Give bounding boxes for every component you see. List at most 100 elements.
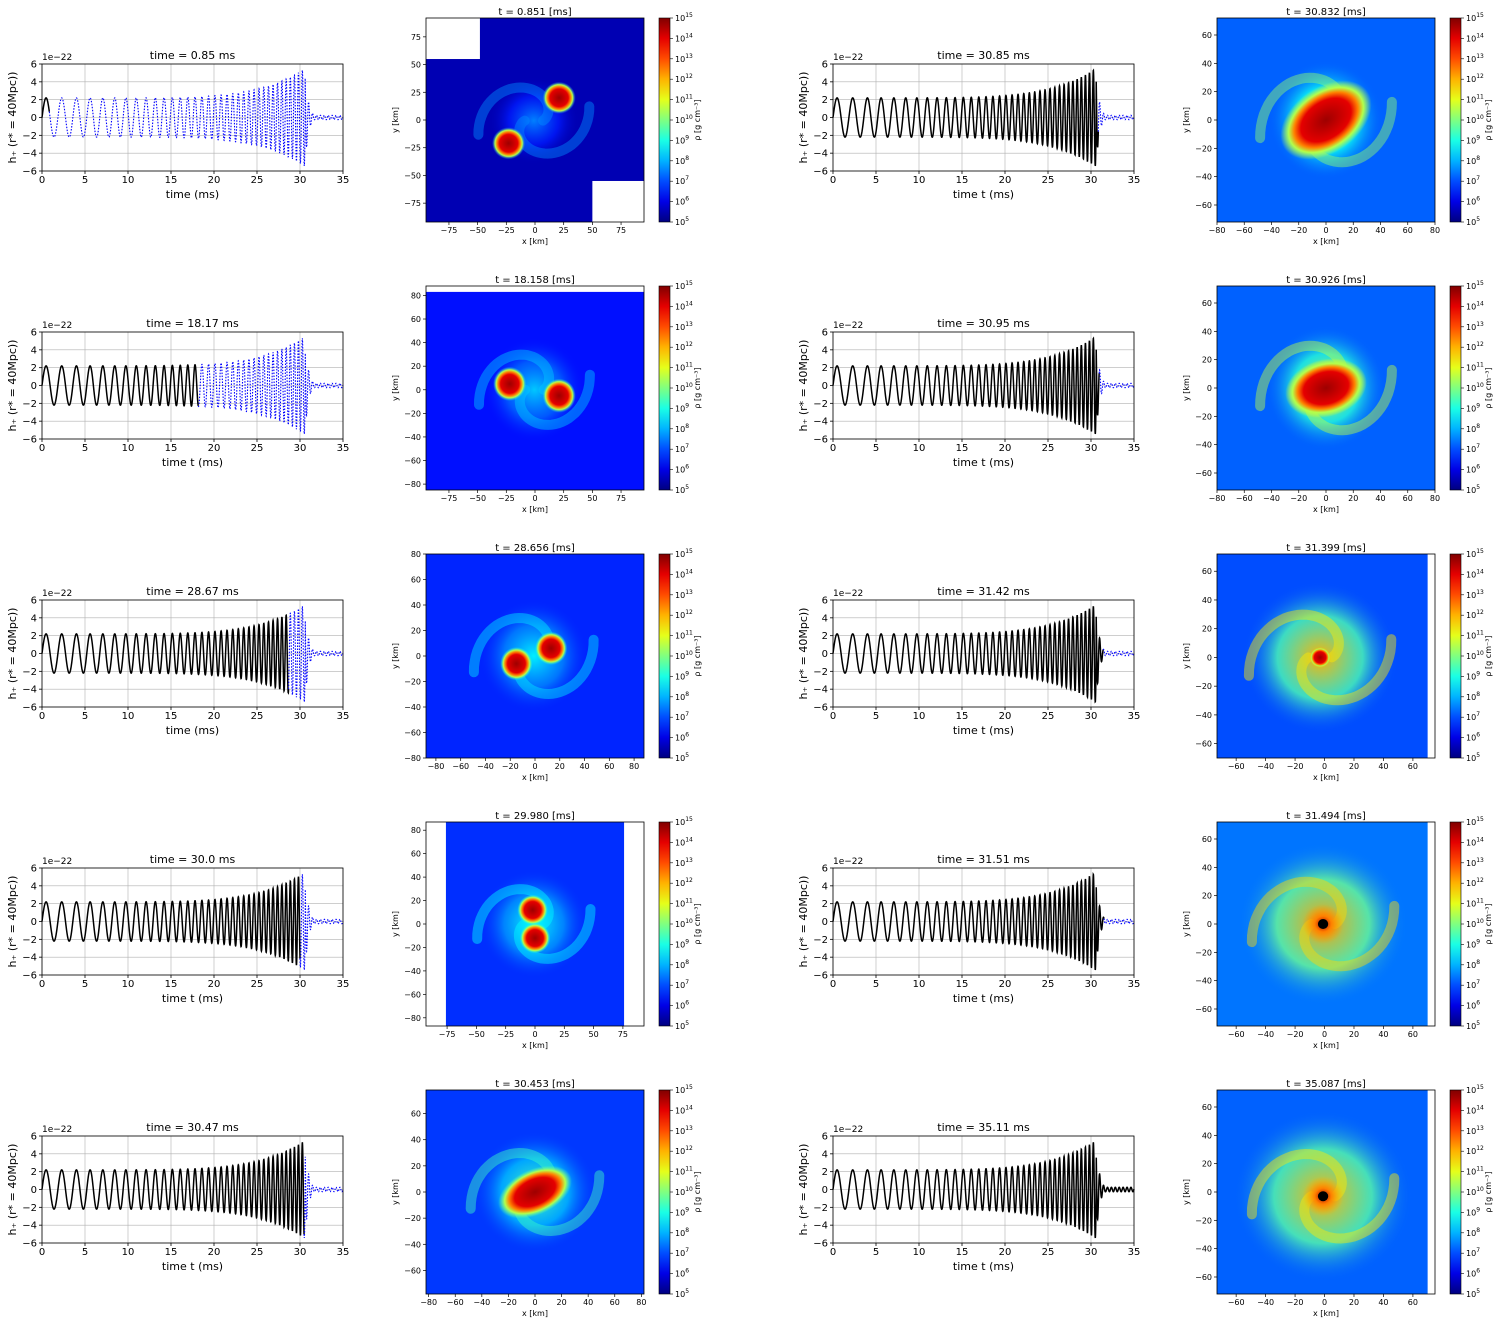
density-blank-region: [592, 180, 644, 222]
density-ytick-label: −60: [404, 729, 421, 738]
colorbar-tick-label: 1013: [1466, 53, 1484, 64]
density-xtick-label: −50: [468, 1030, 485, 1039]
density-xtick-label: −80: [427, 762, 444, 771]
strain-ylabel: h₊ (r* = 40Mpc)): [797, 72, 810, 164]
strain-ytick-label: 4: [822, 1149, 828, 1160]
colorbar-label: ρ [g cm⁻³]: [1484, 1171, 1493, 1212]
density-title: t = 31.494 [ms]: [1286, 811, 1366, 822]
colorbar-tick-label: 107: [675, 979, 689, 990]
density-xtick-label: −20: [502, 762, 519, 771]
density-ytick-label: 25: [411, 88, 421, 97]
density-body-star: [542, 81, 576, 114]
strain-offset-text: 1e−22: [42, 589, 72, 599]
density-spiral-arm: [473, 82, 554, 140]
density-image: [1217, 18, 1435, 222]
colorbar-tick-label: 109: [1466, 1206, 1480, 1217]
colorbar-tick-label: 109: [675, 402, 689, 413]
density-panel-r3c2-density: −80 −60 −40 −20 0 20 40 60 80 −80 −60 −40 −20 0 20 40 60…: [391, 543, 702, 782]
colorbar-tick-label: 108: [1466, 691, 1480, 702]
density-title: t = 28.656 [ms]: [495, 543, 575, 554]
colorbar-tick-label: 1014: [1466, 300, 1484, 311]
density-ytick-label: −80: [404, 754, 421, 763]
density-ytick-label: 60: [411, 850, 421, 859]
density-xtick-label: 75: [616, 494, 626, 503]
colorbar-tick-label: 107: [1466, 1247, 1480, 1258]
density-xtick-label: −40: [473, 1298, 490, 1307]
density-panel-r2c4-density: −80 −60 −40 −20 0 20 40 60 80 −60 −40 −20 0 20 40 60 t =…: [1182, 275, 1493, 514]
density-ytick-label: −40: [1195, 441, 1212, 450]
strain-ytick-label: 4: [822, 345, 828, 356]
strain-xtick-label: 5: [873, 979, 879, 990]
density-xtick-label: −40: [1263, 494, 1280, 503]
colorbar-label: ρ [g cm⁻³]: [1484, 903, 1493, 944]
strain-ytick-label: −2: [22, 131, 37, 142]
strain-ytick-label: −2: [22, 399, 37, 410]
density-ylabel: y [km]: [391, 911, 400, 937]
strain-xtick-label: 30: [294, 175, 307, 186]
strain-xtick-label: 35: [337, 1247, 350, 1258]
density-image: [426, 286, 644, 490]
strain-ytick-label: 6: [822, 328, 828, 339]
density-xtick-label: 80: [629, 762, 639, 771]
colorbar-bar: [658, 821, 671, 1027]
colorbar-tick-label: 108: [1466, 155, 1480, 166]
colorbar-label: ρ [g cm⁻³]: [693, 367, 702, 408]
strain-xtick-label: 5: [82, 711, 88, 722]
strain-ytick-label: −4: [813, 1221, 828, 1232]
strain-ytick-label: −2: [813, 131, 828, 142]
strain-ytick-label: 6: [822, 60, 828, 71]
density-ytick-label: 80: [411, 550, 421, 559]
strain-xtick-label: 25: [251, 711, 264, 722]
density-title: t = 30.453 [ms]: [495, 1079, 575, 1090]
density-xtick-label: −75: [441, 494, 458, 503]
strain-panel-r4c1-wave: 0 5 10 15 20 25 30 35 −6 −4 −2 0 2 4 6 1e−22 time = 30.0…: [6, 853, 349, 1005]
density-xtick-label: 20: [1348, 494, 1358, 503]
colorbar-tick-label: 106: [1466, 1000, 1480, 1011]
neutron-star-star: [519, 922, 551, 954]
density-colorbar: 105 106 107 108 109 1010 1011 1012 1013 1014 1015 ρ…: [658, 548, 702, 763]
density-body-star: [542, 378, 576, 413]
density-xlabel: x [km]: [1313, 773, 1339, 782]
colorbar-tick-label: 1010: [1466, 114, 1484, 125]
strain-series-past: [41, 363, 199, 407]
density-ytick-label: 60: [1202, 835, 1212, 844]
density-body-merged: [498, 1165, 572, 1219]
strain-xtick-label: 5: [873, 443, 879, 454]
strain-title: time = 31.42 ms: [937, 585, 1030, 598]
density-blank-region: [624, 822, 644, 1026]
strain-ytick-label: −2: [813, 667, 828, 678]
density-ytick-label: −25: [404, 144, 421, 153]
strain-panel-r2c3-wave: 0 5 10 15 20 25 30 35 −6 −4 −2 0 2 4 6 1e−22 time = 30.9…: [797, 317, 1140, 469]
density-blank-region: [1427, 1090, 1435, 1294]
strain-offset-text: 1e−22: [42, 53, 72, 63]
density-ytick-label: 0: [1207, 1188, 1212, 1197]
strain-ytick-label: −6: [813, 971, 828, 982]
colorbar-tick-label: 108: [675, 691, 689, 702]
density-ytick-label: 20: [1202, 892, 1212, 901]
strain-xtick-label: 5: [82, 979, 88, 990]
density-xtick-label: 20: [556, 1298, 566, 1307]
strain-ytick-label: 2: [31, 363, 37, 374]
density-panel-r5c4-density: −60 −40 −20 0 20 40 60 −60 −40 −20 0 20 40 60 t = 35.0…: [1182, 1079, 1493, 1318]
strain-xtick-label: 30: [294, 979, 307, 990]
colorbar-tick-label: 108: [1466, 1227, 1480, 1238]
colorbar-label: ρ [g cm⁻³]: [1484, 635, 1493, 676]
density-halo: [483, 337, 585, 442]
strain-series-past: [832, 68, 1100, 167]
density-ytick-label: 0: [416, 116, 421, 125]
strain-ytick-label: −6: [22, 435, 37, 446]
strain-ytick-label: −6: [813, 167, 828, 178]
density-colorbar: 105 106 107 108 109 1010 1011 1012 1013 1014 1015 ρ…: [1449, 12, 1493, 227]
density-xtick-label: 0: [532, 762, 537, 771]
density-image: [1217, 1090, 1435, 1294]
density-xtick-label: 25: [559, 226, 569, 235]
colorbar-tick-label: 1014: [675, 32, 693, 43]
strain-xtick-label: 15: [165, 175, 178, 186]
density-blank-region: [426, 286, 644, 292]
strain-xtick-label: 35: [337, 979, 350, 990]
colorbar-tick-label: 1014: [675, 836, 693, 847]
density-ytick-label: 0: [1207, 653, 1212, 662]
density-ytick-label: 50: [411, 61, 421, 70]
density-ylabel: y [km]: [1182, 643, 1191, 669]
density-xtick-label: −40: [1263, 226, 1280, 235]
